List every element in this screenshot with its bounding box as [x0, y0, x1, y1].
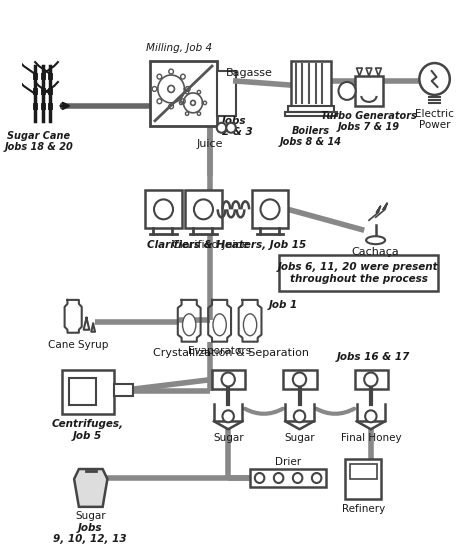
Text: Milling, Job 4: Milling, Job 4: [146, 43, 212, 53]
Text: Boilers
Jobs 8 & 14: Boilers Jobs 8 & 14: [280, 126, 342, 148]
Bar: [69, 378, 96, 405]
Text: Jobs 6, 11, 20 were present
throughout the process: Jobs 6, 11, 20 were present throughout t…: [278, 262, 439, 284]
Bar: [114, 384, 133, 397]
Bar: [345, 459, 381, 499]
Bar: [355, 369, 388, 389]
Circle shape: [222, 411, 234, 422]
Circle shape: [274, 473, 283, 483]
Text: Final Honey: Final Honey: [340, 433, 401, 443]
Circle shape: [338, 82, 356, 100]
Ellipse shape: [244, 314, 257, 336]
Circle shape: [154, 199, 173, 219]
Text: Jobs
9, 10, 12, 13: Jobs 9, 10, 12, 13: [54, 523, 127, 544]
Text: Juice: Juice: [197, 139, 223, 149]
Text: Sugar: Sugar: [213, 433, 244, 443]
Bar: [150, 61, 217, 126]
Text: Crystallization & Separation: Crystallization & Separation: [153, 348, 309, 358]
Text: Cachaça: Cachaça: [352, 247, 400, 257]
Text: Electric
Power: Electric Power: [415, 109, 454, 130]
Circle shape: [364, 373, 377, 387]
Circle shape: [294, 411, 305, 422]
Bar: [285, 112, 337, 116]
Text: Sugar Cane
Jobs 18 & 20: Sugar Cane Jobs 18 & 20: [5, 131, 73, 153]
Text: Bagasse: Bagasse: [226, 68, 273, 78]
Text: Jobs
2 & 3: Jobs 2 & 3: [221, 116, 252, 138]
Text: Cane Syrup: Cane Syrup: [48, 340, 108, 350]
Bar: [291, 61, 331, 106]
Ellipse shape: [366, 236, 385, 244]
Text: Clarifiers & Heaters, Job 15: Clarifiers & Heaters, Job 15: [146, 240, 306, 250]
Circle shape: [255, 473, 264, 483]
Text: Drier: Drier: [275, 457, 301, 467]
Circle shape: [293, 473, 302, 483]
Bar: [252, 190, 288, 228]
Bar: [283, 369, 317, 389]
Bar: [146, 190, 182, 228]
Circle shape: [226, 123, 236, 133]
Text: Sugar: Sugar: [284, 433, 315, 443]
Text: Centrifuges,
Job 5: Centrifuges, Job 5: [52, 419, 123, 441]
Circle shape: [293, 373, 306, 387]
Ellipse shape: [182, 314, 196, 336]
Text: Clarified Juice: Clarified Juice: [172, 240, 248, 250]
Text: Jobs 16 & 17: Jobs 16 & 17: [337, 351, 410, 361]
Text: Job 1: Job 1: [269, 300, 298, 310]
Circle shape: [312, 473, 321, 483]
Text: Sugar: Sugar: [75, 511, 106, 521]
Bar: [355, 76, 383, 106]
Text: Turbo Generators
Jobs 7 & 19: Turbo Generators Jobs 7 & 19: [321, 111, 417, 133]
Bar: [288, 106, 334, 112]
Bar: [250, 469, 326, 487]
Bar: [217, 71, 236, 116]
Circle shape: [365, 411, 376, 422]
Polygon shape: [74, 469, 108, 507]
Circle shape: [221, 373, 235, 387]
Bar: [62, 369, 114, 414]
Text: Evaporators: Evaporators: [188, 346, 251, 356]
Bar: [185, 190, 221, 228]
Circle shape: [194, 199, 213, 219]
Ellipse shape: [213, 314, 226, 336]
Circle shape: [261, 199, 280, 219]
Circle shape: [217, 123, 226, 133]
Circle shape: [419, 63, 450, 95]
Bar: [279, 255, 438, 291]
Text: Refinery: Refinery: [342, 504, 385, 514]
Bar: [350, 464, 376, 479]
Bar: [212, 369, 246, 389]
